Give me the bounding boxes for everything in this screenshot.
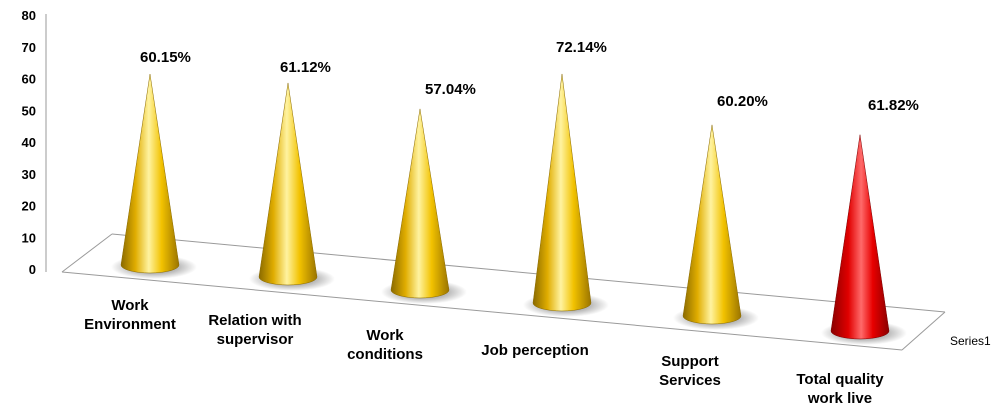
category-label: Relation with supervisor xyxy=(208,312,301,348)
cone xyxy=(682,124,742,325)
floor-back-edge xyxy=(61,233,113,273)
category-labels: Work Environment Relation with supervisor Wo… xyxy=(84,297,884,407)
y-tick-label: 20 xyxy=(22,199,36,214)
category-label: Support Services xyxy=(659,353,721,389)
floor-right-edge xyxy=(901,311,946,351)
data-label: 57.04% xyxy=(425,81,476,98)
cones xyxy=(120,73,890,340)
cone xyxy=(120,73,180,274)
cone xyxy=(390,108,450,299)
y-tick-label: 60 xyxy=(22,72,36,87)
category-label: Work conditions xyxy=(347,327,423,363)
y-tick-label: 0 xyxy=(29,262,36,277)
y-tick-label: 50 xyxy=(22,103,36,118)
y-tick-label: 80 xyxy=(22,8,36,23)
data-labels: 60.15% 61.12% 57.04% 72.14% 60.20% 61.82% xyxy=(140,39,919,114)
data-label: 61.82% xyxy=(868,97,919,114)
cone xyxy=(258,82,318,286)
floor-left-edge xyxy=(111,233,946,313)
cone xyxy=(532,73,592,312)
cone-highlight xyxy=(830,134,890,340)
y-tick-label: 10 xyxy=(22,230,36,245)
category-label: Work Environment xyxy=(84,297,176,333)
y-tick-label: 40 xyxy=(22,135,36,150)
y-axis-ticks: 0 10 20 30 40 50 60 70 80 xyxy=(22,8,36,277)
y-tick-label: 70 xyxy=(22,40,36,55)
chart-frame xyxy=(45,14,946,351)
category-label: Total quality work live xyxy=(796,371,884,407)
y-tick-label: 30 xyxy=(22,167,36,182)
data-label: 72.14% xyxy=(556,39,607,56)
data-label: 60.20% xyxy=(717,93,768,110)
data-label: 60.15% xyxy=(140,49,191,66)
floor-front-edge xyxy=(61,271,903,351)
data-label: 61.12% xyxy=(280,59,331,76)
category-label: Job perception xyxy=(481,342,589,359)
series-label: Series1 xyxy=(950,334,991,348)
